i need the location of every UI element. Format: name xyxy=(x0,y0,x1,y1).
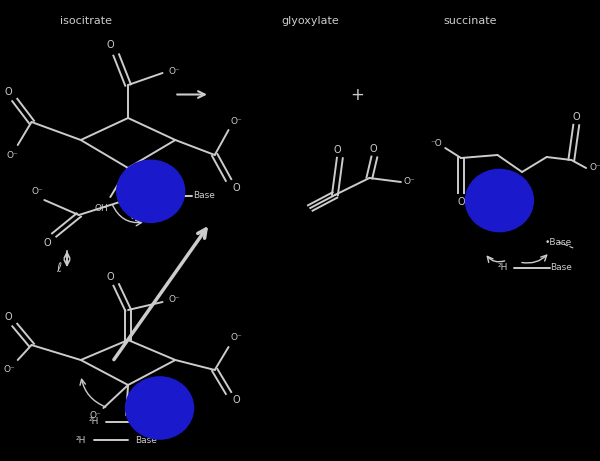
Text: O⁻: O⁻ xyxy=(230,118,242,126)
Text: succinate: succinate xyxy=(443,16,497,26)
Text: Base: Base xyxy=(551,264,572,272)
Text: O⁻: O⁻ xyxy=(404,177,416,187)
Text: O: O xyxy=(107,40,114,50)
Ellipse shape xyxy=(466,170,533,232)
Ellipse shape xyxy=(125,377,194,439)
Text: +: + xyxy=(350,85,365,104)
Text: O⁻: O⁻ xyxy=(230,333,242,343)
Text: ²H: ²H xyxy=(76,436,86,444)
Text: O: O xyxy=(4,312,11,322)
Text: Base: Base xyxy=(135,436,157,444)
Text: ⁻O: ⁻O xyxy=(430,138,442,148)
Text: •Base: •Base xyxy=(129,213,157,223)
Text: ²H: ²H xyxy=(497,264,508,272)
Text: O⁻: O⁻ xyxy=(32,188,43,196)
Text: O⁻: O⁻ xyxy=(169,67,180,77)
Text: isocitrate: isocitrate xyxy=(59,16,112,26)
Text: O: O xyxy=(370,144,377,154)
Text: OH: OH xyxy=(95,203,109,213)
Text: O⁻: O⁻ xyxy=(589,164,600,172)
Text: ²H: ²H xyxy=(88,418,99,426)
Text: O: O xyxy=(107,272,114,282)
Text: O⁻: O⁻ xyxy=(4,366,16,374)
Text: ²H: ²H xyxy=(140,191,151,201)
Text: •Base: •Base xyxy=(545,237,572,247)
Text: ℓ: ℓ xyxy=(56,261,62,274)
Text: O: O xyxy=(43,238,51,248)
Text: O: O xyxy=(457,197,465,207)
Text: O: O xyxy=(572,112,580,122)
Text: Base: Base xyxy=(193,191,215,201)
Ellipse shape xyxy=(117,160,185,223)
Text: glyoxylate: glyoxylate xyxy=(281,16,339,26)
Text: E: E xyxy=(147,185,155,198)
Text: Base: Base xyxy=(155,414,176,422)
Text: O: O xyxy=(233,183,240,193)
Text: O⁻: O⁻ xyxy=(169,296,180,305)
Text: E: E xyxy=(496,194,503,207)
Text: O⁻: O⁻ xyxy=(7,150,19,160)
Text: O: O xyxy=(333,145,341,155)
Text: O: O xyxy=(233,395,240,405)
Text: O⁻: O⁻ xyxy=(89,410,101,420)
Text: E: E xyxy=(155,402,164,414)
Text: O: O xyxy=(4,87,11,97)
